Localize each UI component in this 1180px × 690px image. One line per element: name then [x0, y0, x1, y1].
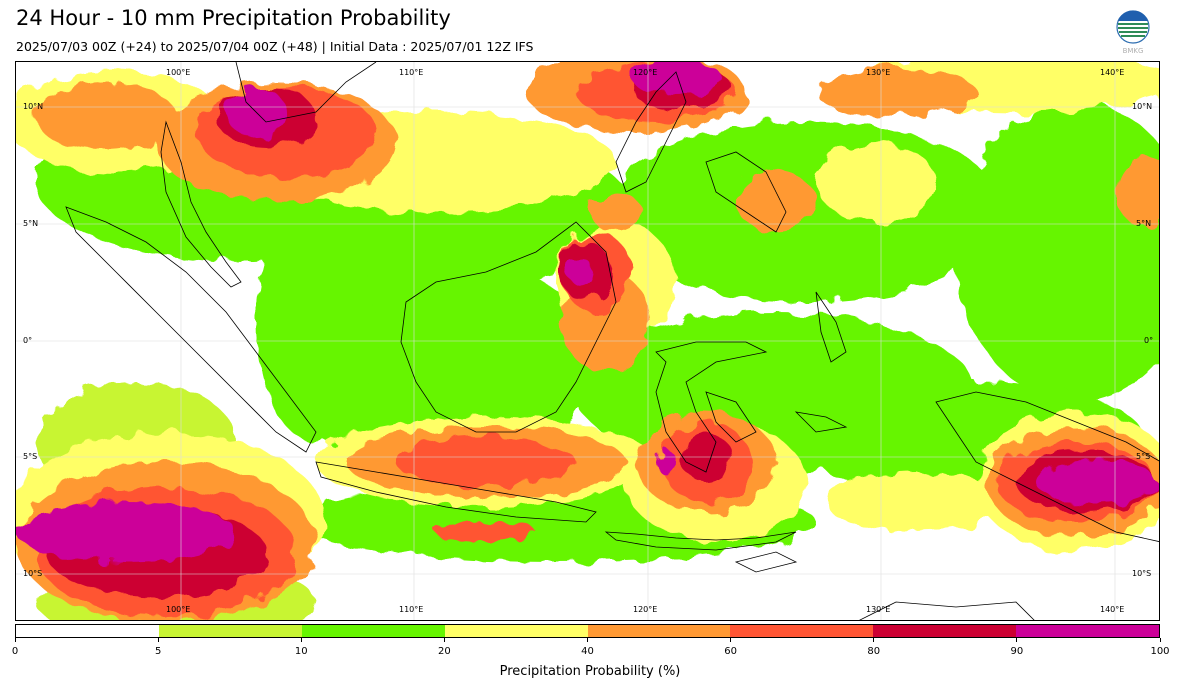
lat-label-right-10s: 10°S	[1132, 569, 1152, 578]
colorbar-tick-label: 100	[1150, 646, 1170, 657]
colorbar	[15, 624, 1160, 638]
colorbar-tick	[1016, 638, 1018, 642]
lat-label-left-10s: 10°S	[23, 569, 43, 578]
colorbar-tick	[587, 638, 588, 642]
bmkg-logo: BMKG	[1114, 10, 1152, 56]
page-title: 24 Hour - 10 mm Precipitation Probabilit…	[16, 6, 451, 30]
lon-label-bottom-140: 140°E	[1100, 605, 1125, 614]
lon-label-bottom-120: 120°E	[633, 605, 658, 614]
colorbar-tick	[157, 638, 159, 642]
colorbar-tick	[443, 638, 445, 642]
lat-label-left-5n: 5°N	[23, 219, 39, 228]
lon-label-bottom-110: 110°E	[399, 605, 424, 614]
lon-label-top-110: 110°E	[399, 68, 424, 77]
coastlines	[65, 62, 1159, 620]
colorbar-segment	[158, 625, 302, 637]
precip-field	[16, 62, 1159, 620]
colorbar-tick-label: 90	[1010, 646, 1024, 657]
colorbar-tick-label: 40	[581, 646, 594, 657]
colorbar-tick-label: 0	[11, 646, 19, 657]
colorbar-tick	[1159, 638, 1161, 642]
colorbar-tick	[14, 638, 16, 642]
colorbar-title: Precipitation Probability (%)	[499, 664, 681, 679]
colorbar-tick-label: 60	[724, 646, 737, 657]
lat-label-right-10n: 10°N	[1132, 102, 1153, 111]
page-subtitle: 2025/07/03 00Z (+24) to 2025/07/04 00Z (…	[16, 39, 534, 54]
svg-text:BMKG: BMKG	[1123, 47, 1144, 55]
colorbar-tick-label: 5	[154, 646, 162, 657]
lat-label-left-10n: 10°N	[23, 102, 44, 111]
colorbar-tick	[730, 638, 732, 642]
lon-label-top-120: 120°E	[633, 68, 658, 77]
lat-label-right-0: 0°	[1144, 336, 1154, 345]
lon-label-bottom-100: 100°E	[166, 605, 191, 614]
colorbar-segment	[587, 625, 731, 637]
lat-label-right-5s: 5°S	[1136, 452, 1151, 461]
graticule	[16, 62, 1159, 620]
lon-label-bottom-130: 130°E	[866, 605, 891, 614]
colorbar-tick-label: 20	[438, 646, 451, 657]
colorbar-segment	[301, 625, 445, 637]
colorbar-tick-label: 80	[867, 646, 881, 657]
precipitation-map: 100°E 110°E 120°E 130°E 140°E 100°E 110°…	[15, 61, 1160, 621]
colorbar-segment	[730, 625, 874, 637]
colorbar-segment	[16, 625, 159, 637]
colorbar-tick	[873, 638, 875, 642]
lon-label-top-100: 100°E	[166, 68, 191, 77]
colorbar-tick-label: 10	[294, 646, 308, 657]
colorbar-segment	[873, 625, 1017, 637]
colorbar-segment	[444, 625, 588, 637]
colorbar-tick	[300, 638, 302, 642]
lon-label-top-130: 130°E	[866, 68, 891, 77]
lat-label-left-0: 0°	[23, 336, 33, 345]
lon-label-top-140: 140°E	[1100, 68, 1125, 77]
colorbar-segment	[1016, 625, 1159, 637]
lat-label-left-5s: 5°S	[23, 452, 38, 461]
lat-label-right-5n: 5°N	[1136, 219, 1152, 228]
map-canvas	[16, 62, 1159, 620]
